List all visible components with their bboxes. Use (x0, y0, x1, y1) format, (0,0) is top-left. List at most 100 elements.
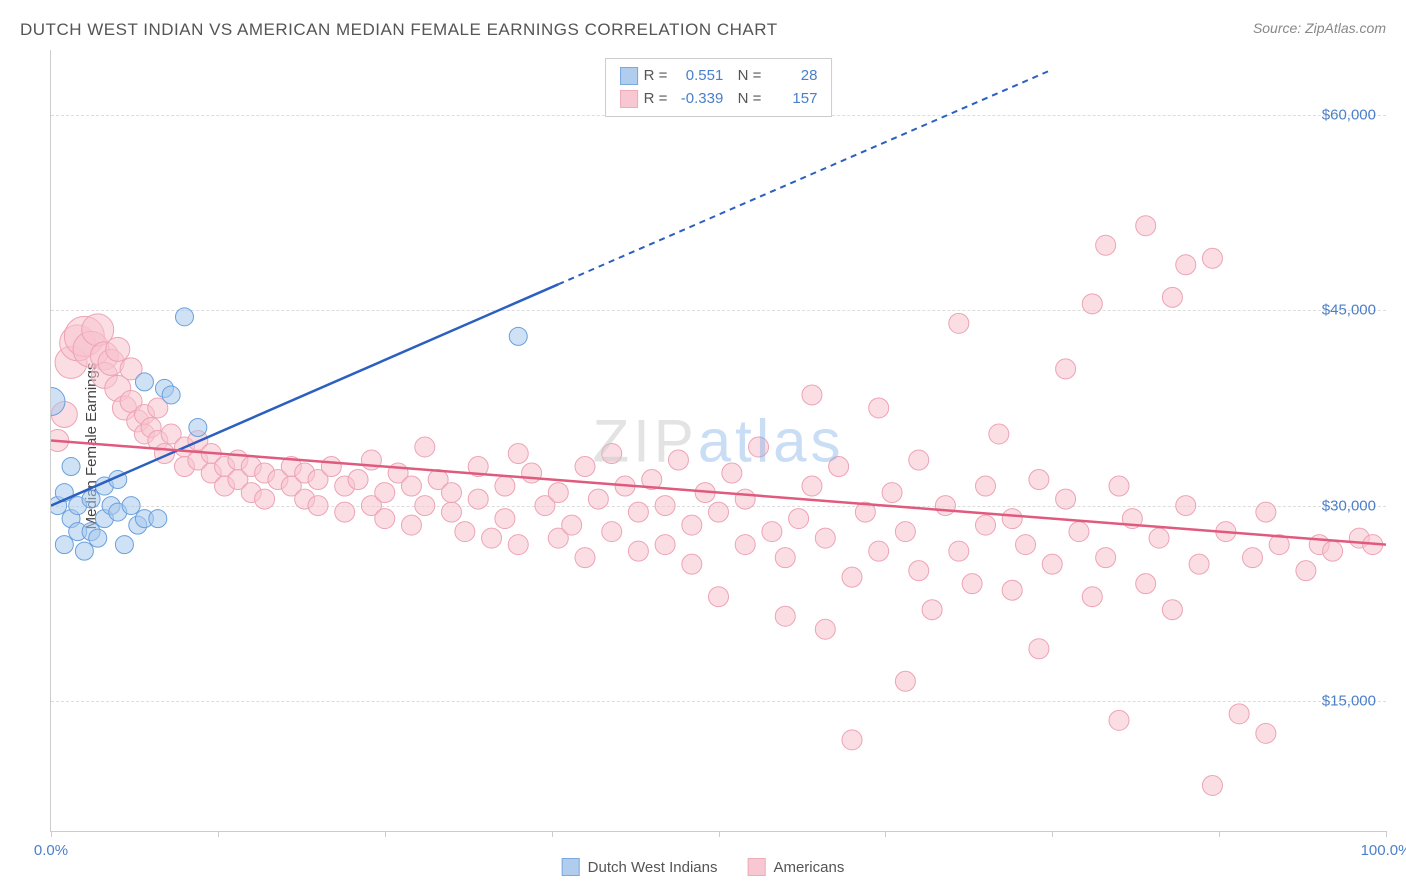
data-point (482, 528, 502, 548)
data-point (1162, 600, 1182, 620)
data-point (682, 554, 702, 574)
data-point (1176, 496, 1196, 516)
data-point (1016, 535, 1036, 555)
data-point (348, 470, 368, 490)
chart-source: Source: ZipAtlas.com (1253, 20, 1386, 36)
data-point (1082, 587, 1102, 607)
data-point (401, 515, 421, 535)
data-point (1002, 580, 1022, 600)
correlation-legend: R = 0.551 N = 28 R = -0.339 N = 157 (605, 58, 833, 117)
data-point (82, 490, 100, 508)
data-point (1096, 235, 1116, 255)
data-point (149, 510, 167, 528)
legend-swatch-blue-icon (562, 858, 580, 876)
data-point (1082, 294, 1102, 314)
data-point (375, 483, 395, 503)
chart-title: DUTCH WEST INDIAN VS AMERICAN MEDIAN FEM… (20, 20, 778, 40)
data-point (802, 385, 822, 405)
data-point (106, 337, 130, 361)
data-point (1109, 476, 1129, 496)
data-point (588, 489, 608, 509)
data-point (415, 496, 435, 516)
data-point (949, 541, 969, 561)
x-tick-label-left: 0.0% (34, 842, 68, 859)
legend-n-label: N = (729, 65, 761, 88)
data-point (655, 496, 675, 516)
data-point (1202, 248, 1222, 268)
data-point (1229, 704, 1249, 724)
data-point (989, 424, 1009, 444)
data-point (1109, 710, 1129, 730)
data-point (775, 606, 795, 626)
data-point (1136, 574, 1156, 594)
data-point (722, 463, 742, 483)
data-point (976, 515, 996, 535)
data-point (935, 496, 955, 516)
data-point (122, 497, 140, 515)
data-point (802, 476, 822, 496)
plot-area: R = 0.551 N = 28 R = -0.339 N = 157 ZIPa… (50, 50, 1386, 832)
data-point (255, 489, 275, 509)
data-point (895, 522, 915, 542)
data-point (1162, 287, 1182, 307)
data-point (682, 515, 702, 535)
x-tick (552, 831, 553, 837)
data-point (375, 509, 395, 529)
data-point (442, 483, 462, 503)
data-point (495, 476, 515, 496)
data-point (562, 515, 582, 535)
data-point (455, 522, 475, 542)
data-point (655, 535, 675, 555)
x-tick-label-right: 100.0% (1361, 842, 1406, 859)
plot-svg (51, 50, 1386, 831)
data-point (335, 502, 355, 522)
data-point (735, 489, 755, 509)
data-point (909, 561, 929, 581)
x-tick (1219, 831, 1220, 837)
legend-r-value-1: 0.551 (673, 65, 723, 88)
data-point (909, 450, 929, 470)
data-point (749, 437, 769, 457)
data-point (508, 444, 528, 464)
chart-container: DUTCH WEST INDIAN VS AMERICAN MEDIAN FEM… (0, 0, 1406, 892)
x-tick (1052, 831, 1053, 837)
data-point (1202, 775, 1222, 795)
legend-n-value-1: 28 (767, 65, 817, 88)
x-tick (885, 831, 886, 837)
data-point (575, 457, 595, 477)
legend-r-label: R = (644, 88, 668, 111)
data-point (135, 373, 153, 391)
data-point (189, 418, 207, 436)
x-tick (51, 831, 52, 837)
legend-r-label: R = (644, 65, 668, 88)
data-point (115, 536, 133, 554)
legend-swatch-pink (620, 90, 638, 108)
data-point (1296, 561, 1316, 581)
legend-swatch-pink-icon (747, 858, 765, 876)
data-point (1149, 528, 1169, 548)
data-point (1323, 541, 1343, 561)
data-point (162, 386, 180, 404)
data-point (55, 536, 73, 554)
data-point (89, 529, 107, 547)
data-point (508, 535, 528, 555)
data-point (1042, 554, 1062, 574)
data-point (628, 502, 648, 522)
data-point (1002, 509, 1022, 529)
legend-row-2: R = -0.339 N = 157 (620, 88, 818, 111)
data-point (709, 587, 729, 607)
data-point (842, 730, 862, 750)
data-point (949, 313, 969, 333)
bottom-legend-label-1: Dutch West Indians (588, 859, 718, 876)
legend-r-value-2: -0.339 (673, 88, 723, 111)
data-point (602, 522, 622, 542)
x-tick (385, 831, 386, 837)
data-point (1256, 723, 1276, 743)
data-point (1189, 554, 1209, 574)
data-point (176, 308, 194, 326)
legend-row-1: R = 0.551 N = 28 (620, 65, 818, 88)
data-point (882, 483, 902, 503)
legend-n-label: N = (729, 88, 761, 111)
data-point (321, 457, 341, 477)
legend-swatch-blue (620, 67, 638, 85)
